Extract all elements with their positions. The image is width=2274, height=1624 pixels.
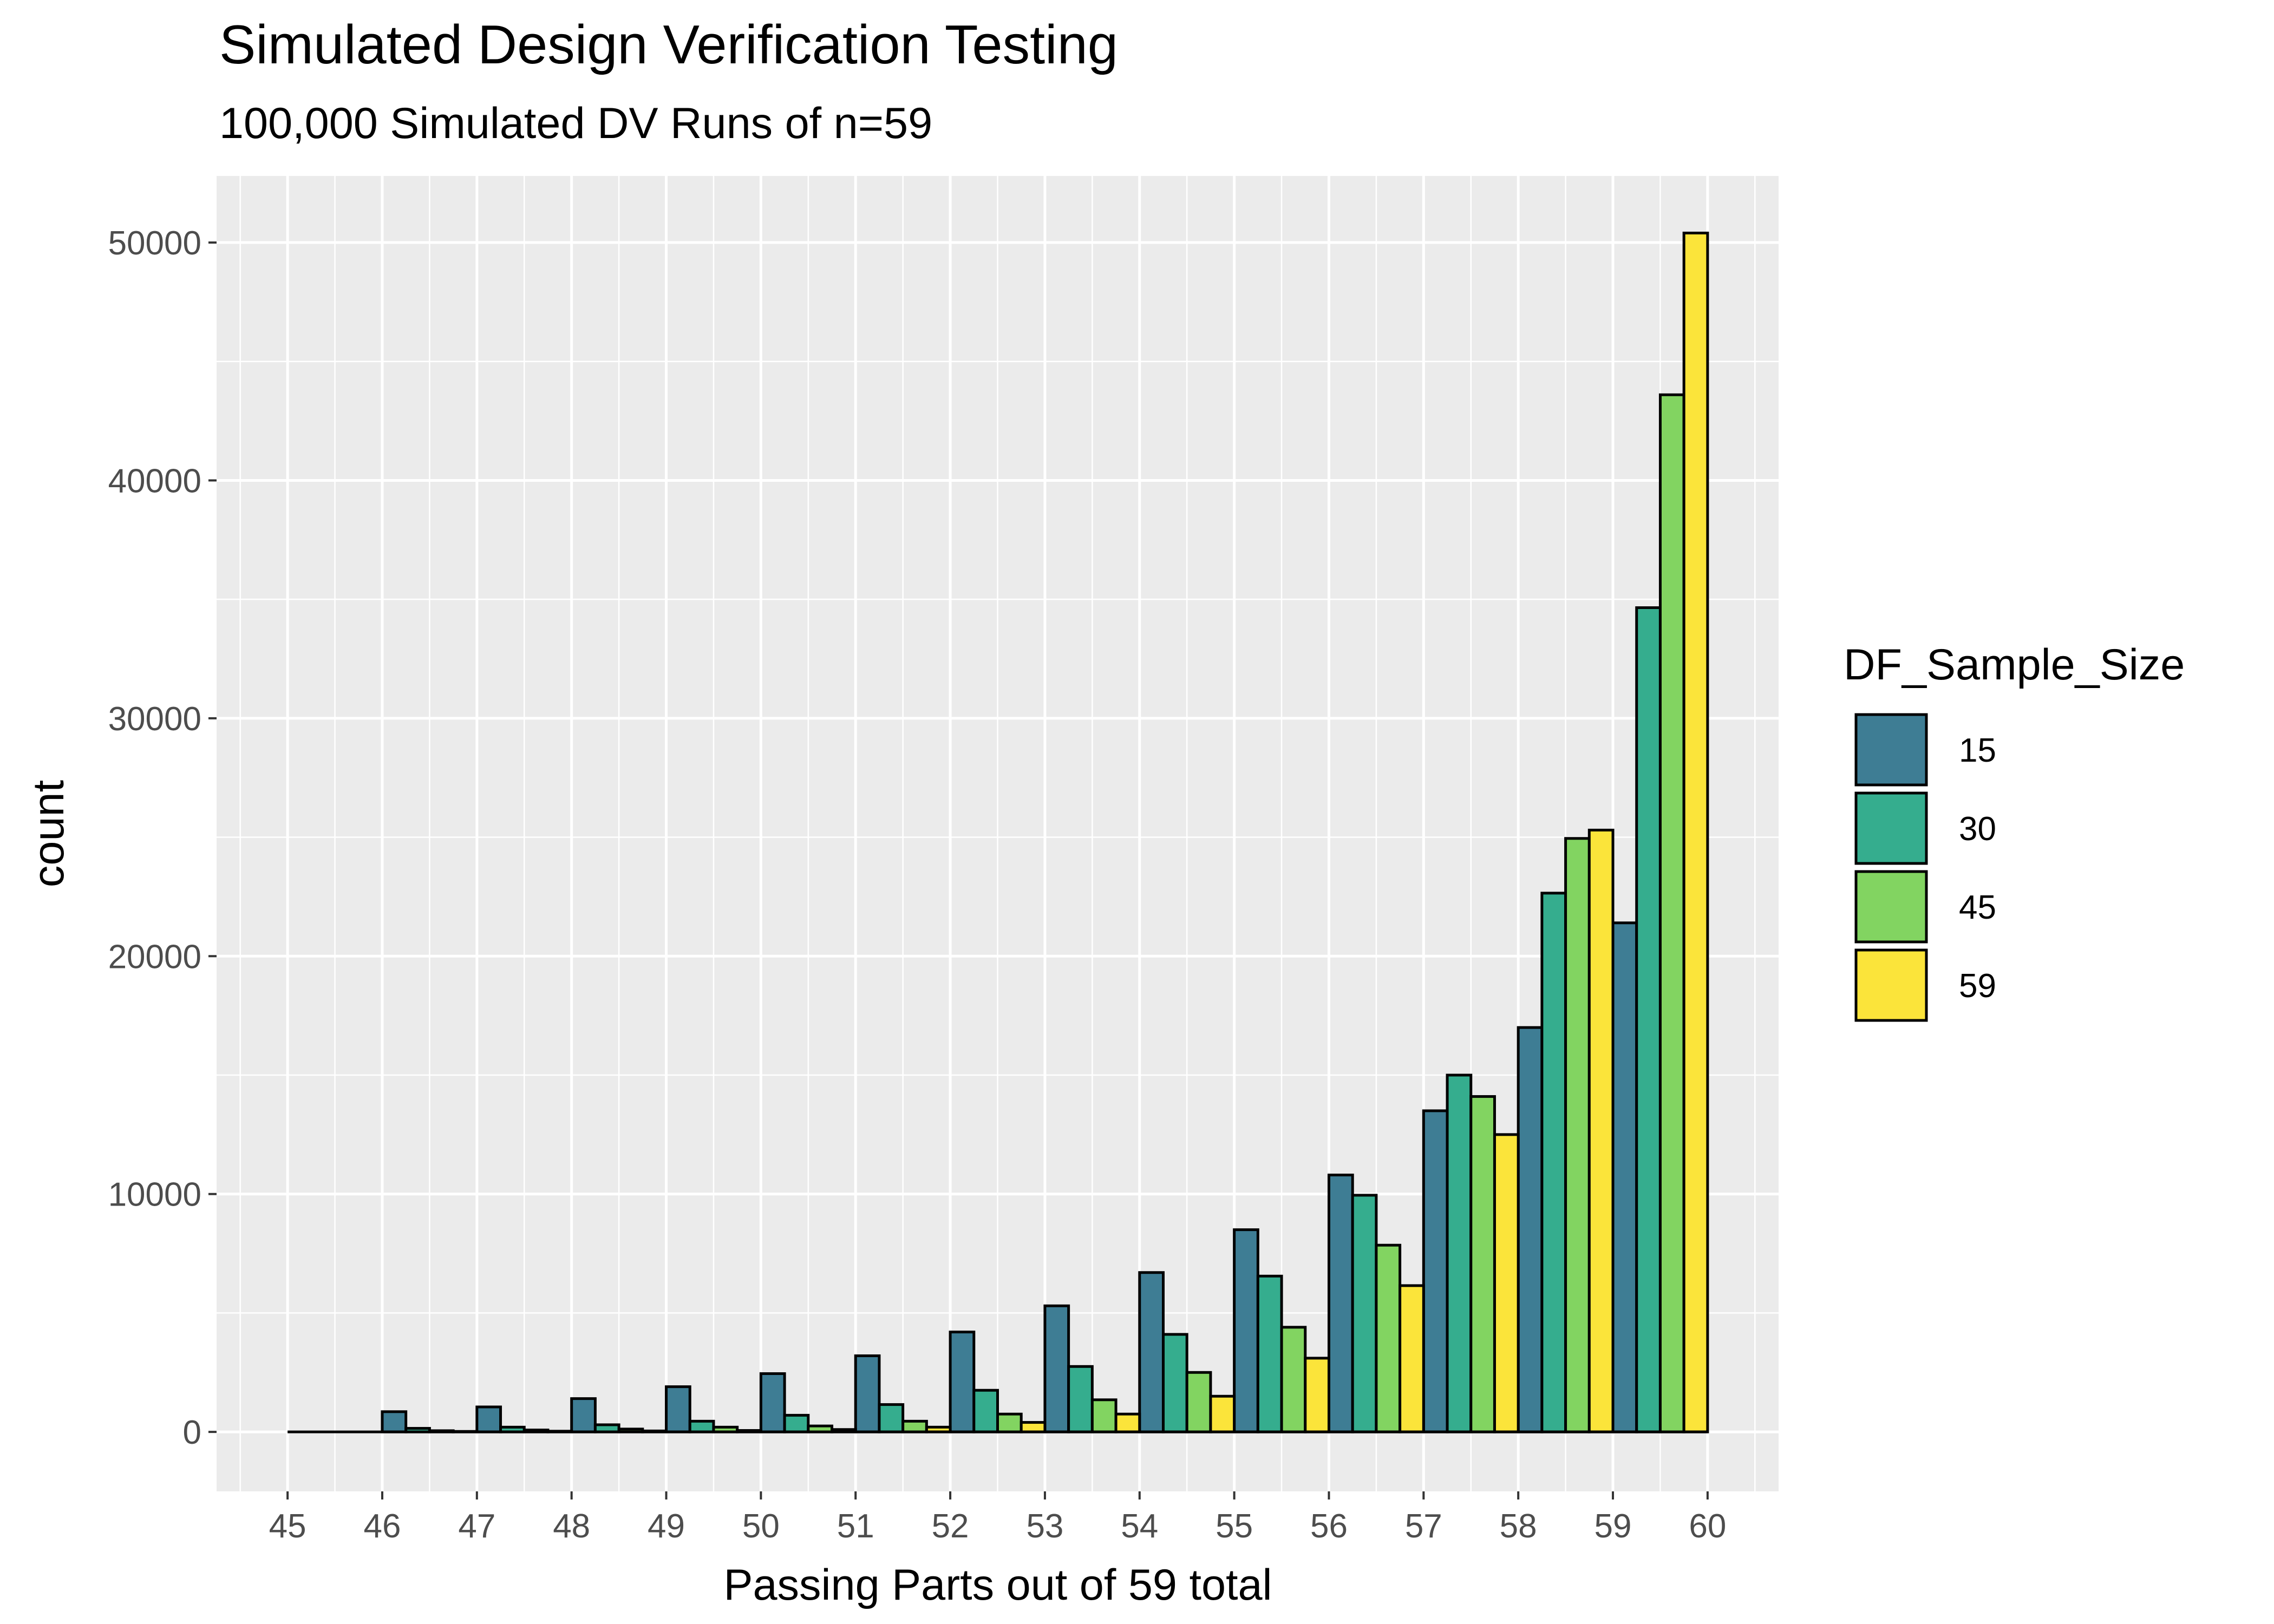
legend-items: 15 30 45 59	[1854, 713, 1996, 1022]
bar-series-15	[1611, 921, 1638, 1433]
x-tick-label: 55	[1216, 1508, 1253, 1545]
bar-series-45	[1564, 837, 1591, 1433]
bar-series-15	[759, 1372, 786, 1433]
bar-series-30	[1446, 1073, 1473, 1433]
legend-key-15	[1854, 713, 1928, 787]
legend-key-45	[1854, 870, 1928, 944]
bar-series-59	[1682, 231, 1709, 1433]
bar-series-30	[1161, 1333, 1188, 1433]
x-tick-label: 48	[553, 1508, 590, 1545]
bar-series-30	[1067, 1365, 1094, 1433]
chart-subtitle: 100,000 Simulated DV Runs of n=59	[219, 99, 932, 148]
x-axis-title: Passing Parts out of 59 total	[723, 1561, 1272, 1609]
bar-series-45	[996, 1412, 1023, 1433]
bar-series-30	[688, 1419, 715, 1433]
x-tick-label: 54	[1121, 1508, 1158, 1545]
bar-series-30	[783, 1413, 810, 1433]
legend: DF_Sample_Size 15 30 45 59	[1844, 640, 2185, 1022]
x-tick-label: 56	[1310, 1508, 1348, 1545]
bar-series-45	[1658, 393, 1685, 1433]
bar-series-45	[1185, 1371, 1212, 1433]
bar-series-30	[972, 1389, 999, 1433]
bar-series-59	[1114, 1412, 1141, 1433]
legend-label: 45	[1959, 889, 1996, 926]
y-tick-label: 30000	[108, 700, 201, 738]
bar-series-15	[1138, 1271, 1165, 1433]
bar-series-15	[475, 1405, 502, 1433]
bar-series-59	[1304, 1357, 1330, 1433]
bar-series-45	[1280, 1326, 1307, 1433]
bars	[381, 231, 1709, 1433]
x-tick-label: 47	[458, 1508, 495, 1545]
y-tick-label: 50000	[108, 225, 201, 262]
x-tick-label: 50	[742, 1508, 780, 1545]
y-axis: 0 10000 20000 30000 40000 50000	[108, 225, 217, 1451]
bar-series-15	[1043, 1304, 1070, 1433]
bar-series-59	[1399, 1284, 1425, 1433]
bar-series-15	[570, 1397, 597, 1433]
x-tick-label: 51	[837, 1508, 874, 1545]
bar-series-30	[1351, 1194, 1378, 1433]
bar-series-30	[1635, 606, 1662, 1433]
bar-series-45	[901, 1419, 928, 1433]
x-tick-label: 58	[1500, 1508, 1537, 1545]
x-tick-label: 59	[1595, 1508, 1632, 1545]
y-tick-label: 20000	[108, 938, 201, 975]
x-tick-label: 46	[364, 1508, 401, 1545]
bar-series-15	[665, 1385, 691, 1433]
x-tick-label: 45	[269, 1508, 306, 1545]
bar-series-30	[1540, 892, 1567, 1433]
bar-series-15	[1233, 1228, 1259, 1433]
bar-series-59	[1209, 1394, 1236, 1433]
x-axis: 45 46 47 48 49 50 51 52 53 54 55 56 57 58 59 60	[269, 1491, 1726, 1545]
x-tick-label: 57	[1405, 1508, 1442, 1545]
y-tick-label: 40000	[108, 462, 201, 500]
bar-series-15	[949, 1331, 976, 1433]
bar-series-30	[1256, 1274, 1283, 1433]
bar-series-15	[381, 1410, 408, 1433]
y-tick-label: 10000	[108, 1176, 201, 1214]
legend-key-59	[1854, 948, 1928, 1022]
bar-series-15	[1517, 1026, 1544, 1433]
x-tick-label: 52	[932, 1508, 969, 1545]
bar-series-59	[1020, 1421, 1047, 1433]
chart-title: Simulated Design Verification Testing	[219, 15, 1118, 75]
bar-series-15	[854, 1354, 881, 1433]
bar-series-15	[1327, 1174, 1354, 1433]
y-tick-label: 0	[183, 1414, 201, 1451]
legend-label: 59	[1959, 967, 1996, 1005]
bar-series-59	[1587, 828, 1615, 1433]
bar-series-30	[878, 1403, 905, 1433]
x-tick-label: 60	[1689, 1508, 1726, 1545]
legend-key-30	[1854, 791, 1928, 865]
x-tick-label: 49	[648, 1508, 685, 1545]
bar-series-45	[1375, 1243, 1402, 1433]
legend-label: 15	[1959, 732, 1996, 769]
bar-series-15	[1422, 1109, 1449, 1433]
bar-series-59	[1493, 1133, 1520, 1433]
bar-series-45	[1469, 1095, 1496, 1433]
y-axis-title: count	[24, 780, 73, 887]
legend-title: DF_Sample_Size	[1844, 640, 2185, 689]
legend-label: 30	[1959, 810, 1996, 848]
x-tick-label: 53	[1026, 1508, 1063, 1545]
bar-series-45	[1090, 1398, 1118, 1433]
